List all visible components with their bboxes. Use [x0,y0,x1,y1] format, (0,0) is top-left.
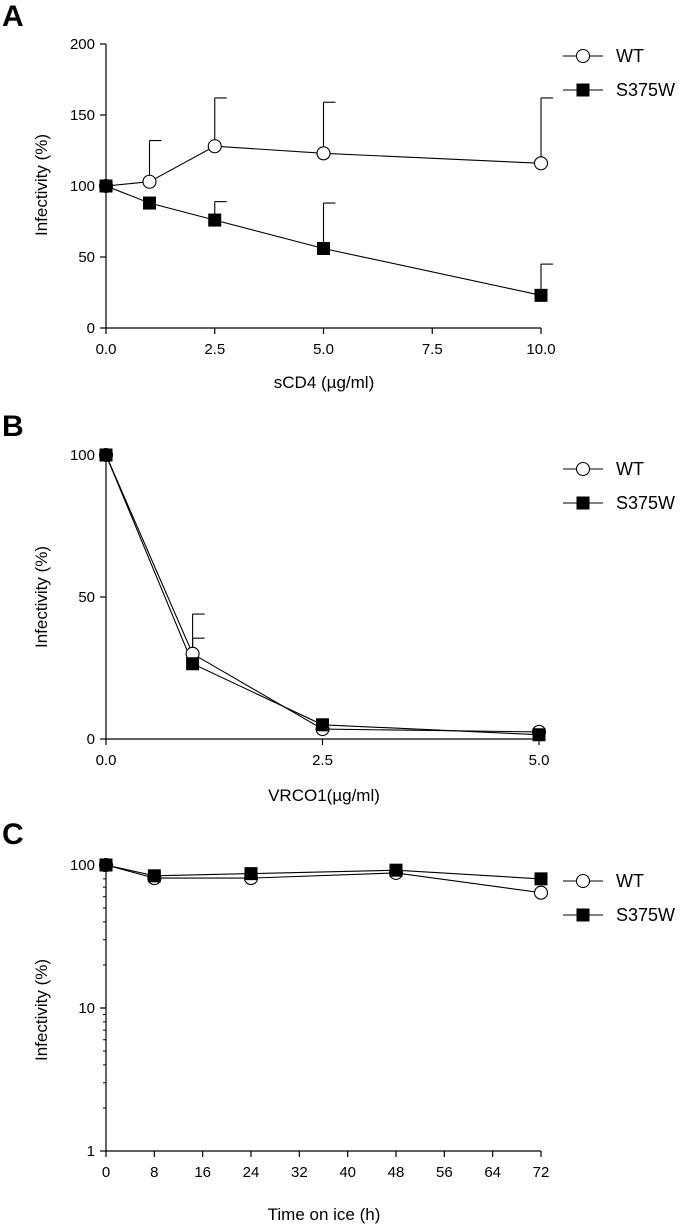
x-tick-label: 8 [150,1164,158,1181]
panel-letter: A [2,0,24,33]
data-point-s375w [186,657,200,671]
legend-item-wt: WT [563,46,644,66]
legend-marker-circle [575,873,591,889]
legend-marker-square [576,908,590,922]
y-tick-label: 50 [78,589,95,606]
legend: WT S375W [563,459,675,513]
legend-label: WT [616,871,644,891]
legend-label: WT [616,459,644,479]
y-tick-label: 100 [70,447,95,464]
x-axis-title: VRCO1(µg/ml) [268,786,380,805]
data-point-s375w [143,196,156,210]
legend-item-s375w: S375W [563,493,675,513]
panel-b: B 0 50 100 0.0 2.5 5.0 WT S375W VRCO1(µg/ml) I… [2,410,675,805]
x-tick-label: 0 [102,1164,110,1181]
x-tick-label: 0.0 [96,341,117,358]
x-tick-label: 16 [194,1164,211,1181]
legend: WT S375W [563,46,675,100]
panel-c: C 1 10 100 0 8 16 24 32 40 48 56 64 72 WT S375W Time … [2,818,675,1224]
legend-item-s375w: S375W [563,80,675,100]
data-point-s375w [534,288,548,302]
x-tick-label: 64 [484,1164,501,1181]
y-tick-label: 100 [70,857,95,874]
panel-a: A 0 50 100 150 200 0.0 2.5 5.0 7.5 10.0 WT S375W s… [2,0,675,392]
data-point-s375w [99,858,113,872]
y-axis-title: Infectivity (%) [32,959,51,1061]
y-tick-label: 100 [70,178,95,195]
series-line-s375w [105,454,540,736]
data-point-s375w [389,863,403,877]
y-tick-label: 200 [70,36,95,53]
series-line-wt [105,454,540,733]
legend-label: S375W [616,493,675,513]
y-axis-title: Infectivity (%) [32,546,51,648]
data-point-wt [316,146,331,161]
legend-marker-square [576,83,590,97]
data-point-wt [533,885,549,900]
legend-item-wt: WT [563,871,644,891]
x-tick-label: 5.0 [313,341,334,358]
x-tick-label: 7.5 [422,341,443,358]
y-tick-label: 150 [70,107,95,124]
x-tick-label: 2.5 [204,341,225,358]
y-tick-label: 0 [87,731,95,748]
axes: 0 50 100 0.0 2.5 5.0 [70,447,549,769]
y-tick-label: 50 [78,249,95,266]
x-tick-label: 0.0 [96,752,117,769]
data-point-s375w [99,448,113,462]
data-point-s375w [147,869,161,883]
series-layer [98,447,547,742]
x-tick-label: 10.0 [526,341,555,358]
x-tick-label: 72 [533,1164,550,1181]
x-tick-label: 40 [339,1164,356,1181]
x-tick-label: 56 [436,1164,453,1181]
x-tick-label: 48 [388,1164,405,1181]
y-tick-label: 10 [78,1000,95,1017]
x-tick-label: 24 [243,1164,260,1181]
legend-item-wt: WT [563,459,644,479]
data-point-s375w [317,241,330,255]
legend: WT S375W [563,871,675,925]
legend-label: WT [616,46,644,66]
panel-letter: B [2,410,24,443]
data-point-s375w [316,718,329,732]
axes: 1 10 100 0 8 16 24 32 40 48 56 64 72 [70,857,549,1181]
legend-label: S375W [616,905,675,925]
legend-marker-circle [575,461,591,477]
legend-item-s375w: S375W [563,905,675,925]
x-axis-title: sCD4 (µg/ml) [274,373,374,392]
data-point-wt [533,156,549,171]
legend-marker-square [576,496,590,510]
y-axis-title: Infectivity (%) [32,134,51,236]
data-point-s375w [534,872,548,886]
x-axis-title: Time on ice (h) [268,1205,381,1224]
series-layer [98,97,553,302]
legend-marker-circle [575,48,591,64]
data-point-s375w [244,867,258,881]
y-tick-label: 0 [87,320,95,337]
legend-label: S375W [616,80,675,100]
data-point-s375w [208,213,222,227]
data-point-wt [207,139,222,154]
panel-letter: C [2,818,24,851]
series-layer [98,857,549,900]
x-tick-label: 5.0 [529,752,550,769]
x-tick-label: 32 [291,1164,308,1181]
data-point-wt [142,174,157,189]
data-point-s375w [99,179,113,193]
y-tick-label: 1 [87,1143,95,1160]
data-point-s375w [532,728,546,742]
x-tick-label: 2.5 [312,752,333,769]
